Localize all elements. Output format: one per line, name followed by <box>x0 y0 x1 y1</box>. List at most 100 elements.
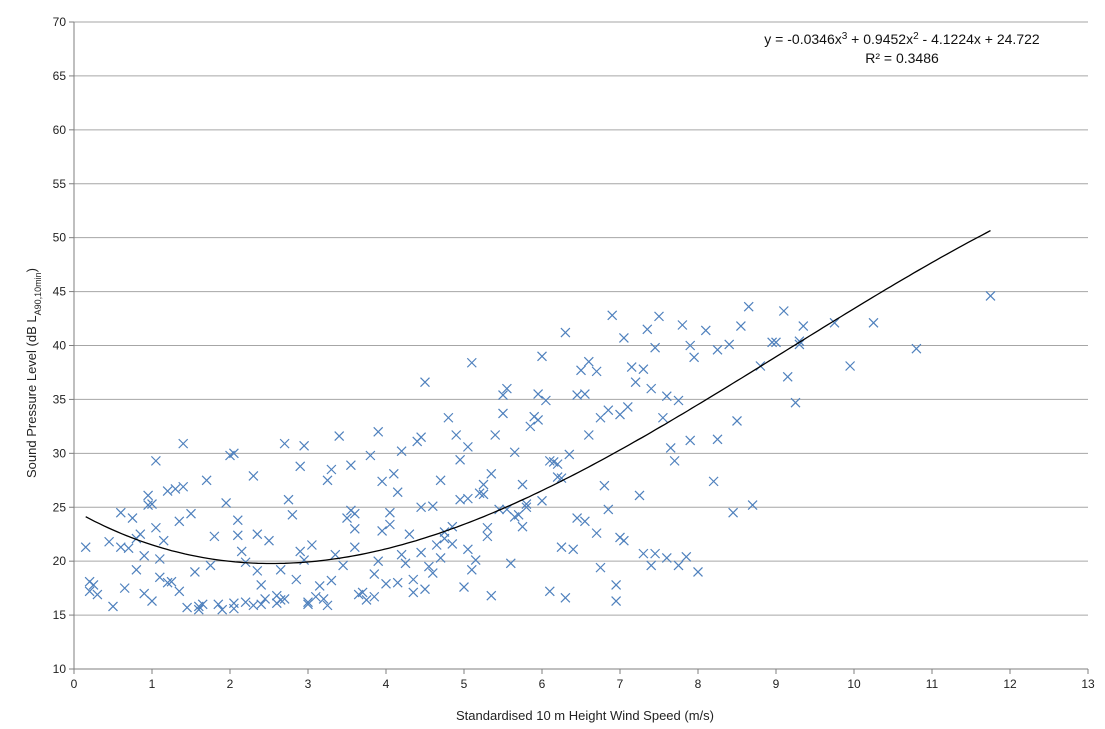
data-point <box>657 412 668 423</box>
data-point <box>365 450 376 461</box>
eqn-sup-2: 2 <box>913 31 919 42</box>
data-point <box>264 535 274 546</box>
data-point <box>544 586 555 597</box>
data-point <box>622 402 633 412</box>
data-point <box>611 579 622 590</box>
data-point <box>560 592 571 603</box>
data-point <box>595 562 606 573</box>
data-point <box>462 544 473 555</box>
data-point <box>158 535 169 546</box>
data-point <box>416 547 427 558</box>
data-point <box>517 479 528 490</box>
data-point <box>330 549 341 560</box>
data-point <box>174 586 185 597</box>
data-point <box>248 471 259 481</box>
data-point <box>420 584 430 595</box>
data-point <box>334 431 345 442</box>
data-point <box>599 480 610 491</box>
data-point <box>700 325 711 336</box>
data-point <box>743 301 754 312</box>
data-point <box>685 435 696 446</box>
x-tick-label: 11 <box>926 677 939 691</box>
data-point <box>154 572 165 583</box>
x-tick-label: 7 <box>617 677 624 691</box>
data-point <box>197 599 208 610</box>
data-point <box>162 577 173 588</box>
data-point <box>408 587 419 598</box>
data-point <box>423 561 434 572</box>
data-point <box>318 593 329 604</box>
x-tick-label: 3 <box>305 677 312 691</box>
data-point <box>478 479 489 490</box>
data-point <box>517 521 528 532</box>
data-point <box>595 412 606 423</box>
data-point <box>646 560 657 571</box>
data-point <box>377 476 388 487</box>
data-point <box>361 595 372 605</box>
data-point <box>638 364 649 375</box>
data-point <box>443 412 454 423</box>
y-tick-label: 50 <box>53 231 67 245</box>
data-point <box>408 574 419 585</box>
data-point <box>306 540 317 550</box>
data-point <box>349 523 360 534</box>
y-tick-label: 25 <box>53 500 67 514</box>
data-point <box>747 500 758 511</box>
data-point <box>310 591 321 602</box>
data-point <box>482 531 493 542</box>
data-point <box>384 519 395 530</box>
polynomial-trendline <box>85 230 991 565</box>
data-point <box>209 531 220 542</box>
data-point <box>615 409 625 420</box>
eqn-sup-3: 3 <box>842 31 848 42</box>
data-point <box>505 558 516 569</box>
data-point <box>689 352 700 363</box>
data-point <box>303 599 313 610</box>
data-point <box>92 589 103 600</box>
data-point <box>240 597 251 608</box>
data-point <box>778 306 789 316</box>
data-point <box>400 558 411 569</box>
data-point <box>712 434 723 445</box>
data-point <box>626 362 637 372</box>
trendline-equation: y = -0.0346x3 + 0.9452x2 - 4.1224x + 24.… <box>764 31 1040 48</box>
data-point <box>84 576 95 587</box>
data-point <box>322 475 333 486</box>
data-point <box>552 459 563 470</box>
data-point <box>139 550 150 561</box>
data-point <box>439 533 450 544</box>
data-point <box>693 567 703 577</box>
data-point <box>217 604 228 615</box>
data-point <box>735 321 746 332</box>
data-point <box>115 542 126 553</box>
data-point <box>603 504 614 515</box>
data-point <box>373 556 384 567</box>
data-point <box>404 529 415 540</box>
data-point <box>462 441 473 452</box>
data-point <box>349 508 360 519</box>
data-point <box>232 515 243 526</box>
data-point <box>591 366 602 377</box>
data-point <box>373 426 384 437</box>
data-point <box>681 551 692 562</box>
data-point <box>685 340 696 351</box>
data-point <box>342 513 352 523</box>
data-point <box>392 577 403 588</box>
data-point <box>84 586 95 597</box>
data-point <box>384 507 395 518</box>
data-point <box>275 595 286 605</box>
data-point <box>708 476 719 487</box>
x-tick-label: 9 <box>773 677 780 691</box>
y-tick-label: 30 <box>53 446 67 460</box>
data-point <box>166 576 177 587</box>
data-point <box>338 560 349 571</box>
data-point <box>431 540 442 550</box>
data-point <box>486 468 497 479</box>
data-point <box>611 596 622 606</box>
data-point <box>767 337 778 348</box>
data-point <box>673 560 684 571</box>
data-point <box>474 488 485 499</box>
data-point <box>170 483 181 494</box>
x-tick-label: 8 <box>695 677 702 691</box>
data-point <box>498 408 508 419</box>
